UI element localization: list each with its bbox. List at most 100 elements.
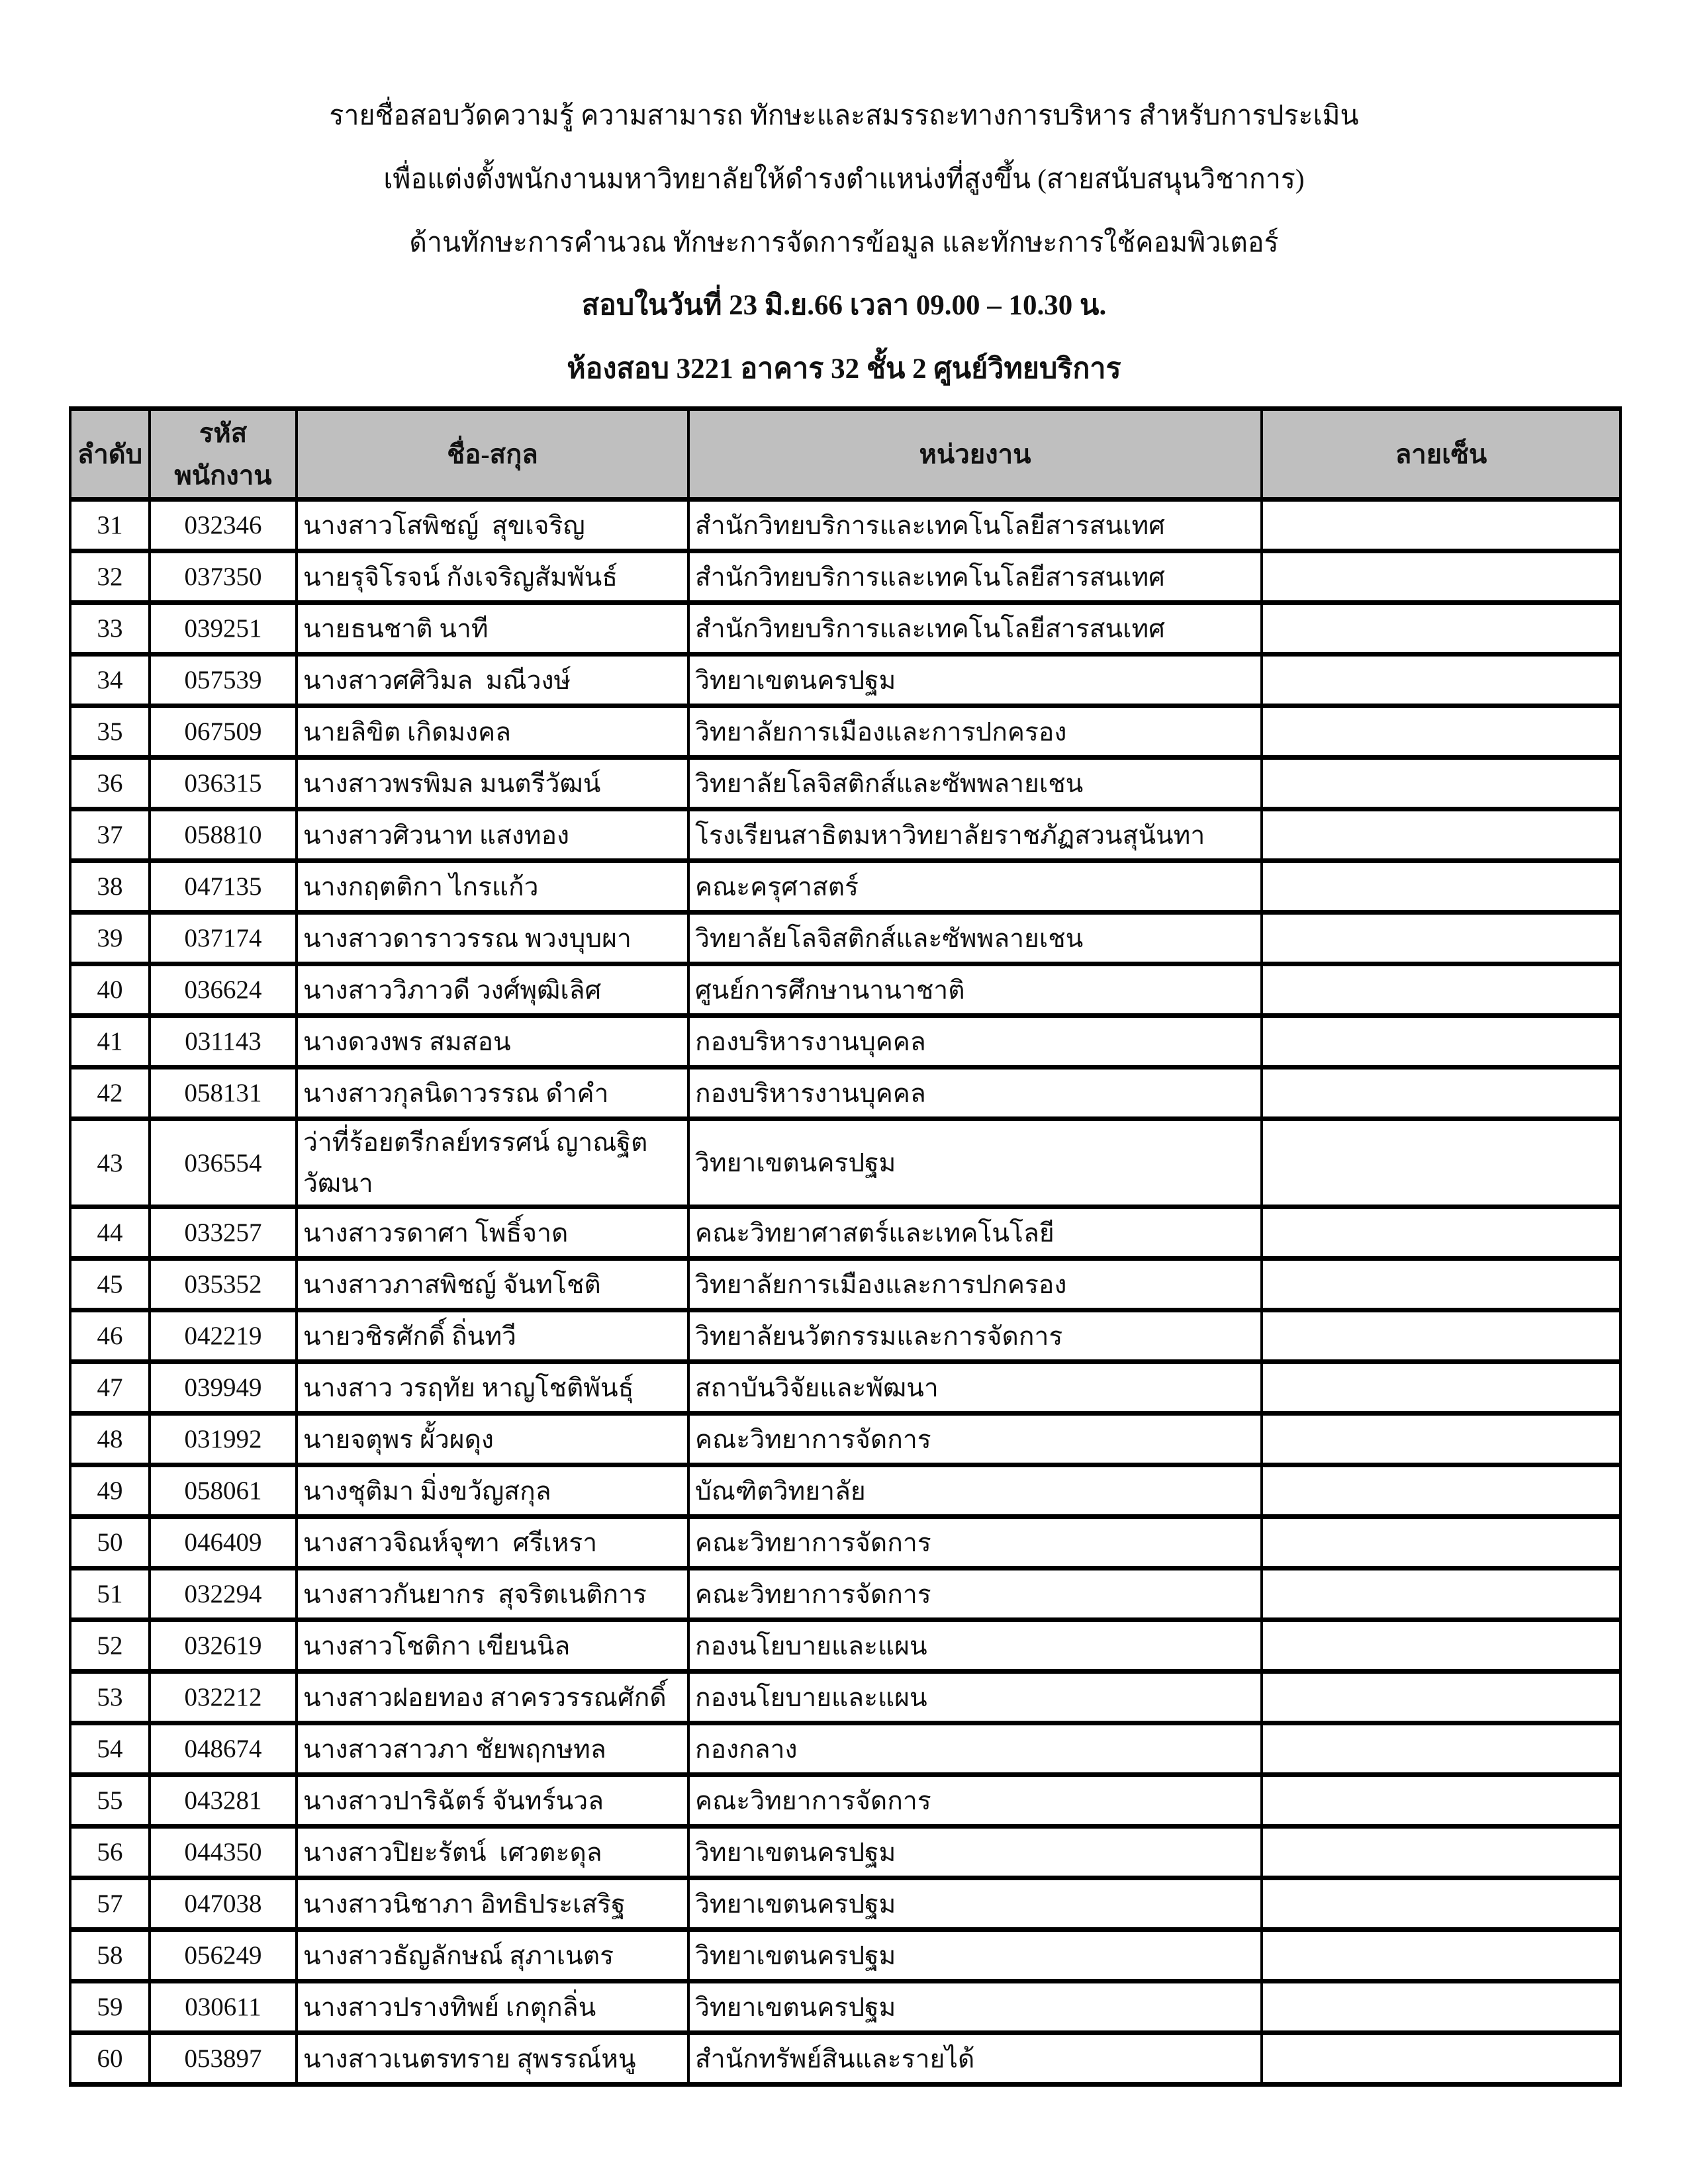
cell-department: สำนักวิทยบริการและเทคโนโลยีสารสนเทศ xyxy=(687,600,1263,657)
table-row: 50 046409 นางสาวจิณห์จุฑา ศรีเหรา คณะวิทยาก… xyxy=(69,1514,1622,1570)
cell-signature xyxy=(1260,1463,1622,1519)
header-employee-id: รหัสพนักงาน xyxy=(148,406,298,502)
cell-department: วิทยาเขตนครปฐม xyxy=(687,1824,1263,1880)
cell-name: นายรุจิโรจน์ กังเจริญสัมพันธ์ xyxy=(295,549,690,605)
cell-emp_id: 030611 xyxy=(148,1979,298,2035)
table-row: 33 039251 นายธนชาติ นาที สำนักวิทยบริการและ… xyxy=(69,600,1622,657)
cell-signature xyxy=(1260,1514,1622,1570)
cell-department: วิทยาเขตนครปฐม xyxy=(687,1927,1263,1983)
table-row: 32 037350 นายรุจิโรจน์ กังเจริญสัมพันธ์ สำน… xyxy=(69,549,1622,605)
table-row: 39 037174 นางสาวดาราวรรณ พวงบุบผา วิทยาลัยโ… xyxy=(69,910,1622,966)
cell-signature xyxy=(1260,1013,1622,1069)
table-row: 48 031992 นายจตุพร ผั้วผดุง คณะวิทยาการจัดก… xyxy=(69,1411,1622,1467)
cell-no: 33 xyxy=(69,600,151,657)
cell-name: นางสาวปรางทิพย์ เกตุกลิ่น xyxy=(295,1979,690,2035)
cell-name: นางสาวนิชาภา อิทธิประเสริฐ xyxy=(295,1876,690,1932)
table-row: 45 035352 นางสาวภาสพิชญ์ จันทโชติ วิทยาลัยก… xyxy=(69,1256,1622,1312)
cell-no: 34 xyxy=(69,652,151,708)
cell-emp_id: 043281 xyxy=(148,1772,298,1829)
cell-no: 32 xyxy=(69,549,151,605)
cell-department: คณะครุศาสตร์ xyxy=(687,858,1263,915)
table-body: 31 032346 นางสาวโสพิชญ์ สุขเจริญ สำนักวิทยบ… xyxy=(69,497,1622,2087)
cell-name: นางสาวรดาศา โพธิ์จาด xyxy=(295,1205,690,1261)
cell-no: 31 xyxy=(69,497,151,553)
cell-no: 50 xyxy=(69,1514,151,1570)
cell-signature xyxy=(1260,1927,1622,1983)
cell-emp_id: 032346 xyxy=(148,497,298,553)
cell-signature xyxy=(1260,1772,1622,1829)
cell-department: กองนโยบายและแผน xyxy=(687,1617,1263,1674)
cell-signature xyxy=(1260,704,1622,760)
cell-emp_id: 042219 xyxy=(148,1308,298,1364)
cell-signature xyxy=(1260,1566,1622,1622)
cell-department: วิทยาลัยโลจิสติกส์และซัพพลายเชน xyxy=(687,755,1263,811)
cell-no: 44 xyxy=(69,1205,151,1261)
cell-signature xyxy=(1260,1876,1622,1932)
cell-name: นางสาวดาราวรรณ พวงบุบผา xyxy=(295,910,690,966)
cell-signature xyxy=(1260,652,1622,708)
cell-signature xyxy=(1260,1617,1622,1674)
cell-name: นางสาวปิยะรัตน์ เศวตะดุล xyxy=(295,1824,690,1880)
cell-department: วิทยาลัยโลจิสติกส์และซัพพลายเชน xyxy=(687,910,1263,966)
cell-no: 40 xyxy=(69,962,151,1018)
cell-signature xyxy=(1260,755,1622,811)
cell-name: นางสาวภาสพิชญ์ จันทโชติ xyxy=(295,1256,690,1312)
exam-date-time-line: สอบในวันที่ 23 มิ.ย.66 เวลา 09.00 – 10.3… xyxy=(581,290,1107,321)
cell-signature xyxy=(1260,1721,1622,1777)
exam-roster-table: ลำดับ รหัสพนักงาน ชื่อ-สกุล หน่วยงาน ลาย… xyxy=(69,406,1622,2087)
table-row: 34 057539 นางสาวศศิวิมล มณีวงษ์ วิทยาเขตนคร… xyxy=(69,652,1622,708)
table-row: 46 042219 นายวชิรศักดิ์ ถิ่นทวี วิทยาลัยนวั… xyxy=(69,1308,1622,1364)
cell-no: 53 xyxy=(69,1669,151,1725)
cell-name: นางสาว วรฤทัย หาญโชติพันธุ์ xyxy=(295,1359,690,1416)
cell-signature xyxy=(1260,1256,1622,1312)
cell-signature xyxy=(1260,1359,1622,1416)
cell-department: ศูนย์การศึกษานานาชาติ xyxy=(687,962,1263,1018)
cell-no: 52 xyxy=(69,1617,151,1674)
cell-department: กองนโยบายและแผน xyxy=(687,1669,1263,1725)
header-signature: ลายเซ็น xyxy=(1260,406,1622,502)
cell-department: สำนักวิทยบริการและเทคโนโลยีสารสนเทศ xyxy=(687,497,1263,553)
cell-no: 38 xyxy=(69,858,151,915)
cell-department: กองบริหารงานบุคคล xyxy=(687,1065,1263,1121)
cell-emp_id: 033257 xyxy=(148,1205,298,1261)
cell-emp_id: 039251 xyxy=(148,600,298,657)
cell-no: 39 xyxy=(69,910,151,966)
cell-department: วิทยาเขตนครปฐม xyxy=(687,1979,1263,2035)
cell-name: นางสาวฝอยทอง สาครวรรณศักดิ์ xyxy=(295,1669,690,1725)
table-row: 35 067509 นายลิขิต เกิดมงคล วิทยาลัยการเมือ… xyxy=(69,704,1622,760)
cell-department: บัณฑิตวิทยาลัย xyxy=(687,1463,1263,1519)
cell-signature xyxy=(1260,807,1622,863)
cell-emp_id: 032294 xyxy=(148,1566,298,1622)
cell-name: นางสาวกุลนิดาวรรณ ดำคำ xyxy=(295,1065,690,1121)
exam-room-line: ห้องสอบ 3221 อาคาร 32 ชั้น 2 ศูนย์วิทยบร… xyxy=(567,353,1121,385)
cell-no: 54 xyxy=(69,1721,151,1777)
table-row: 60 053897 นางสาวเนตรทราย สุพรรณ์หนู สำนักทร… xyxy=(69,2030,1622,2087)
cell-name: นางสาวจิณห์จุฑา ศรีเหรา xyxy=(295,1514,690,1570)
cell-signature xyxy=(1260,1116,1622,1209)
cell-emp_id: 046409 xyxy=(148,1514,298,1570)
table-row: 52 032619 นางสาวโชติกา เขียนนิล กองนโยบายแล… xyxy=(69,1617,1622,1674)
cell-emp_id: 058810 xyxy=(148,807,298,863)
table-row: 43 036554 ว่าที่ร้อยตรีกลย์ทรรศน์ ญาณฐิตวั… xyxy=(69,1116,1622,1209)
cell-signature xyxy=(1260,1065,1622,1121)
cell-emp_id: 047038 xyxy=(148,1876,298,1932)
cell-no: 56 xyxy=(69,1824,151,1880)
cell-name: นายวชิรศักดิ์ ถิ่นทวี xyxy=(295,1308,690,1364)
title-block: รายชื่อสอบวัดความรู้ ความสามารถ ทักษะและ… xyxy=(0,0,1688,401)
cell-no: 58 xyxy=(69,1927,151,1983)
cell-department: คณะวิทยาการจัดการ xyxy=(687,1566,1263,1622)
table-row: 36 036315 นางสาวพรพิมล มนตรีวัฒน์ วิทยาลัยโ… xyxy=(69,755,1622,811)
cell-no: 59 xyxy=(69,1979,151,2035)
table-row: 47 039949 นางสาว วรฤทัย หาญโชติพันธุ์ สถาบั… xyxy=(69,1359,1622,1416)
cell-no: 35 xyxy=(69,704,151,760)
cell-department: คณะวิทยาศาสตร์และเทคโนโลยี xyxy=(687,1205,1263,1261)
header-name: ชื่อ-สกุล xyxy=(295,406,690,502)
table-row: 57 047038 นางสาวนิชาภา อิทธิประเสริฐ วิทยาเ… xyxy=(69,1876,1622,1932)
cell-emp_id: 036315 xyxy=(148,755,298,811)
cell-no: 49 xyxy=(69,1463,151,1519)
table-row: 51 032294 นางสาวกันยากร สุจริตเนติการ คณะวิ… xyxy=(69,1566,1622,1622)
cell-emp_id: 058131 xyxy=(148,1065,298,1121)
cell-no: 57 xyxy=(69,1876,151,1932)
cell-department: วิทยาลัยการเมืองและการปกครอง xyxy=(687,1256,1263,1312)
cell-department: คณะวิทยาการจัดการ xyxy=(687,1411,1263,1467)
